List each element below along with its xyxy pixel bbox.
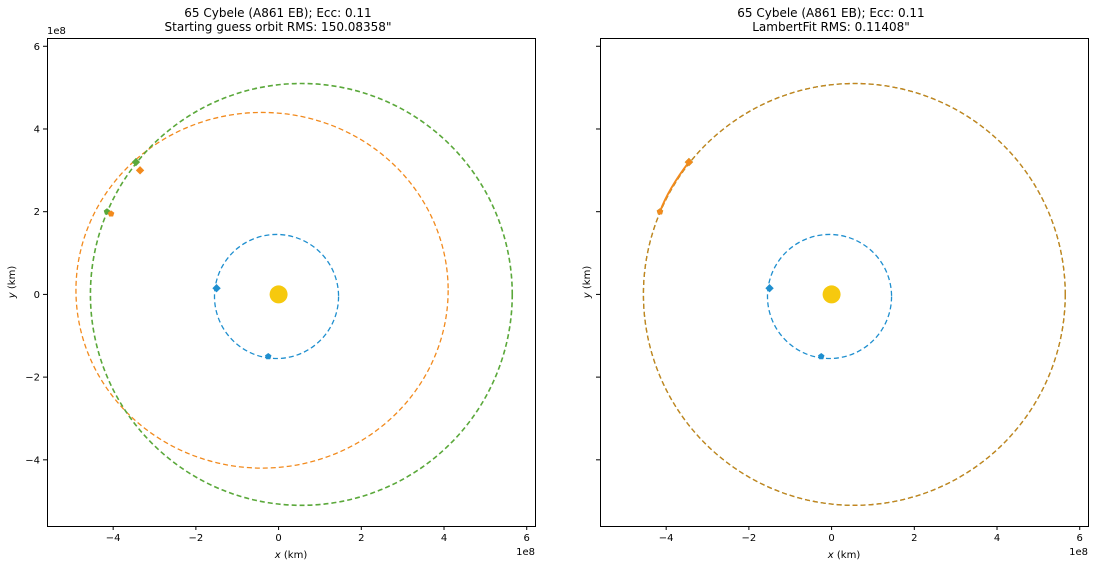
right-orbit-0 bbox=[766, 233, 893, 360]
right-y-axis-label-unit: (km) bbox=[582, 266, 593, 293]
left-y-axis-label-var: y bbox=[7, 291, 18, 299]
right-panel: 65 Cybele (A861 EB); Ecc: 0.11 LambertFi… bbox=[582, 6, 1089, 561]
left-marker-diamond-0 bbox=[212, 284, 221, 293]
left-x-axis-label: x (km) bbox=[274, 550, 308, 561]
right-panel-subtitle: LambertFit RMS: 0.11408" bbox=[752, 20, 910, 34]
right-orbit-2 bbox=[642, 82, 1066, 506]
left-y-tick-label: 0 bbox=[34, 290, 40, 301]
left-x-tick-label: −4 bbox=[106, 533, 121, 544]
right-marker-pentagon-3 bbox=[656, 208, 664, 215]
right-x-tick-label: 2 bbox=[911, 533, 917, 544]
left-x-axis-label-var: x bbox=[274, 550, 281, 561]
left-marker-diamond-2 bbox=[131, 157, 141, 167]
left-orbit-2 bbox=[89, 82, 514, 507]
left-marker-pentagon-1 bbox=[265, 353, 272, 360]
right-y-axis-label: y (km) bbox=[582, 266, 593, 300]
left-y-tick-label: −2 bbox=[25, 373, 40, 384]
right-orbit-1 bbox=[642, 82, 1066, 506]
right-marker-pentagon-1 bbox=[818, 353, 825, 360]
left-marker-diamond-4 bbox=[135, 166, 145, 175]
left-sun-marker bbox=[269, 285, 288, 304]
right-x-tick-label: −2 bbox=[742, 533, 757, 544]
right-x-axis-label: x (km) bbox=[827, 550, 861, 561]
right-x-tick-label: 4 bbox=[994, 533, 1000, 544]
left-y-tick-label: 4 bbox=[34, 124, 40, 135]
right-panel-title: 65 Cybele (A861 EB); Ecc: 0.11 bbox=[737, 6, 924, 20]
left-x-axis-label-unit: (km) bbox=[281, 550, 308, 561]
right-y-axis-label-var: y bbox=[582, 291, 593, 299]
right-arc-0 bbox=[659, 161, 690, 213]
right-axes-frame bbox=[600, 38, 1089, 527]
left-x-tick-label: −2 bbox=[189, 533, 204, 544]
right-x-tick-label: 0 bbox=[828, 533, 834, 544]
right-plot-area bbox=[642, 82, 1066, 506]
right-marker-diamond-5 bbox=[684, 157, 694, 167]
left-y-tick-label: 6 bbox=[34, 42, 40, 53]
left-x-tick-label: 4 bbox=[441, 533, 447, 544]
left-panel-title: 65 Cybele (A861 EB); Ecc: 0.11 bbox=[184, 6, 371, 20]
right-sun-marker bbox=[822, 285, 841, 304]
left-x-tick-label: 0 bbox=[275, 533, 281, 544]
left-x-tick-label: 2 bbox=[358, 533, 364, 544]
left-plot-area bbox=[75, 82, 514, 507]
left-y-tick-label: −4 bbox=[25, 455, 40, 466]
left-panel-subtitle: Starting guess orbit RMS: 150.08358" bbox=[165, 20, 392, 34]
left-y-axis-label-unit: (km) bbox=[7, 266, 18, 293]
left-panel: 65 Cybele (A861 EB); Ecc: 0.11 Starting … bbox=[7, 6, 536, 561]
left-marker-pentagon-5 bbox=[107, 210, 115, 217]
left-y-tick-label: 2 bbox=[34, 207, 40, 218]
left-orbit-1 bbox=[75, 111, 449, 469]
left-x-tick-label: 6 bbox=[524, 533, 530, 544]
right-x-axis-label-var: x bbox=[827, 550, 834, 561]
left-orbit-0 bbox=[213, 233, 340, 360]
right-marker-diamond-0 bbox=[765, 284, 774, 293]
right-x-tick-label: 6 bbox=[1077, 533, 1083, 544]
right-x-tick-label: −4 bbox=[659, 533, 674, 544]
left-y-axis-label: y (km) bbox=[7, 266, 18, 300]
left-x-offset-text: 1e8 bbox=[516, 547, 535, 558]
left-axes-frame bbox=[47, 38, 536, 527]
right-x-axis-label-unit: (km) bbox=[834, 550, 861, 561]
right-x-offset-text: 1e8 bbox=[1069, 547, 1088, 558]
left-y-offset-text: 1e8 bbox=[47, 26, 66, 37]
